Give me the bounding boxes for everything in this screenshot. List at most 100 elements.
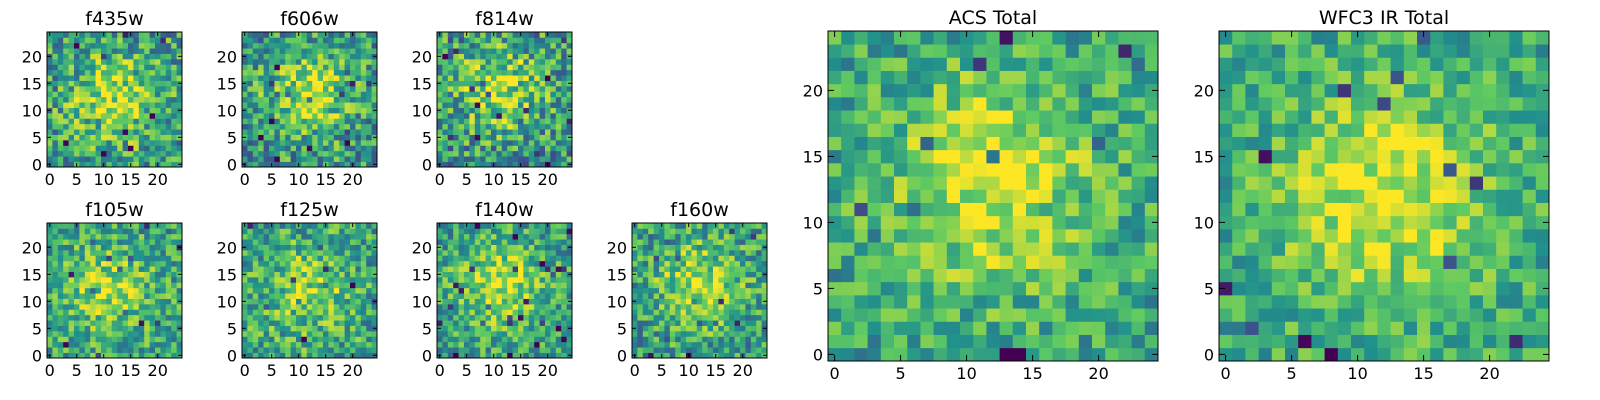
heatmap-cell <box>247 145 254 152</box>
y-tick-label: 20 <box>22 238 42 257</box>
heatmap-cell <box>973 321 987 335</box>
heatmap-cell <box>458 156 465 162</box>
heatmap-cell <box>101 86 107 92</box>
heatmap-cell <box>566 91 573 98</box>
heatmap-cell <box>355 325 362 332</box>
heatmap-cell <box>458 244 465 251</box>
heatmap-cell <box>447 140 454 146</box>
heatmap-cell <box>680 331 687 337</box>
heatmap-cell <box>79 80 86 87</box>
heatmap-cell <box>659 282 665 289</box>
heatmap-cell <box>328 150 335 157</box>
heatmap-cell <box>176 347 183 353</box>
heatmap-cell <box>74 140 80 146</box>
heatmap-cell <box>74 37 80 44</box>
heatmap-cell <box>95 161 102 168</box>
heatmap-cell <box>68 91 75 98</box>
heatmap-cell <box>317 75 324 81</box>
heatmap-cell <box>1039 215 1053 230</box>
heatmap-cell <box>122 140 129 146</box>
heatmap-cell <box>453 140 459 146</box>
heatmap-cell <box>339 42 345 49</box>
heatmap-cell <box>252 244 259 251</box>
heatmap-cell <box>117 156 123 162</box>
heatmap-cell <box>296 287 302 294</box>
heatmap-cell <box>333 91 340 98</box>
heatmap-cell <box>252 260 259 267</box>
heatmap-cell <box>518 59 524 65</box>
heatmap-cell <box>258 107 264 114</box>
heatmap-cell <box>155 134 161 141</box>
heatmap-cell <box>496 48 503 54</box>
heatmap-cell <box>355 75 362 81</box>
heatmap-cell <box>344 59 351 65</box>
axes-frame <box>241 222 378 359</box>
heatmap-cell <box>84 64 91 71</box>
heatmap-cell <box>496 140 503 146</box>
heatmap-cell <box>52 161 59 168</box>
heatmap-cell <box>669 250 676 256</box>
heatmap-cell <box>95 287 102 294</box>
heatmap-cell <box>279 309 286 316</box>
heatmap-cell <box>63 42 69 49</box>
heatmap-cell <box>1144 229 1159 243</box>
heatmap-cell <box>696 233 703 240</box>
heatmap-cell <box>79 129 86 135</box>
heatmap-cell <box>637 352 644 359</box>
heatmap-cell <box>328 298 335 305</box>
heatmap-cell <box>501 239 508 245</box>
heatmap-cell <box>691 260 698 267</box>
heatmap-cell <box>328 287 335 294</box>
heatmap-cell <box>328 244 335 251</box>
heatmap-cell <box>101 48 107 54</box>
heatmap-cell <box>528 309 535 316</box>
heatmap-cell <box>740 309 746 316</box>
heatmap-cell <box>750 336 757 343</box>
heatmap-cell <box>344 53 351 60</box>
heatmap-cell <box>854 163 868 177</box>
heatmap-cell <box>312 341 318 348</box>
heatmap-cell <box>539 304 546 310</box>
heatmap-cell <box>691 320 698 326</box>
heatmap-cell <box>274 277 281 283</box>
heatmap-cell <box>84 255 91 262</box>
heatmap-cell <box>729 271 735 278</box>
heatmap-cell <box>165 53 172 60</box>
heatmap-cell <box>496 282 503 289</box>
heatmap-cell <box>561 75 567 81</box>
heatmap-cell <box>252 156 259 162</box>
heatmap-cell <box>128 80 134 87</box>
heatmap-cell <box>350 59 356 65</box>
heatmap-cell <box>512 320 519 326</box>
heatmap-cell <box>491 59 497 65</box>
heatmap-cell <box>653 223 660 229</box>
heatmap-cell <box>165 37 172 44</box>
heatmap-cell <box>680 352 687 359</box>
heatmap-cell <box>545 102 551 108</box>
heatmap-cell <box>95 48 102 54</box>
heatmap-cell <box>360 145 367 152</box>
heatmap-cell <box>312 156 318 162</box>
heatmap-cell <box>458 228 465 235</box>
heatmap-cell <box>518 298 524 305</box>
heatmap-cell <box>247 304 254 310</box>
heatmap-cell <box>545 266 551 272</box>
heatmap-cell <box>317 150 324 157</box>
heatmap-cell <box>176 223 183 229</box>
x-tick-label: 0 <box>435 361 445 380</box>
heatmap-cell <box>111 304 118 310</box>
heatmap-cell <box>447 304 454 310</box>
heatmap-cell <box>339 129 345 135</box>
heatmap-cell <box>274 336 281 343</box>
heatmap-cell <box>176 250 183 256</box>
heatmap-cell <box>269 266 275 272</box>
heatmap-cell <box>165 118 172 125</box>
heatmap-cell <box>57 37 64 44</box>
heatmap-cell <box>469 255 476 262</box>
heatmap-cell <box>632 293 638 299</box>
heatmap-cell <box>1078 202 1093 217</box>
heatmap-cell <box>79 331 86 337</box>
heatmap-cell <box>485 37 492 44</box>
heatmap-cell <box>555 266 562 272</box>
heatmap-cell <box>518 341 524 348</box>
